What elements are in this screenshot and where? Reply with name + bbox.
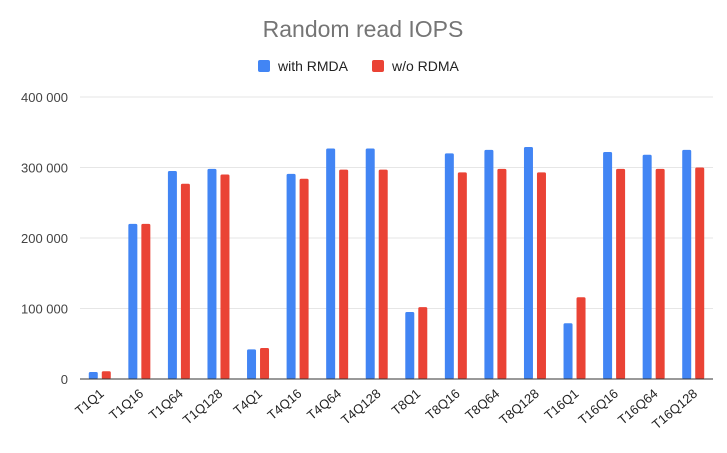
y-axis-ticks: 0 100 000 200 000 300 000 400 000 bbox=[21, 90, 68, 387]
bar-with-rmda-t1q128 bbox=[207, 168, 217, 379]
bars bbox=[80, 147, 713, 380]
legend: with RMDA w/o RDMA bbox=[258, 58, 460, 74]
bar-wo-rdma-t8q64 bbox=[497, 168, 507, 379]
bar-wo-rdma-t4q1 bbox=[260, 347, 270, 379]
y-tick-label: 100 000 bbox=[21, 302, 68, 317]
bar-with-rmda-t8q16 bbox=[444, 153, 454, 379]
legend-label-2: w/o RDMA bbox=[391, 58, 460, 74]
x-tick-label: T1Q16 bbox=[106, 386, 146, 423]
bar-wo-rdma-t16q64 bbox=[655, 168, 665, 379]
bar-with-rmda-t4q16 bbox=[286, 173, 296, 379]
bar-with-rmda-t8q128 bbox=[523, 147, 533, 379]
x-tick-label: T4Q128 bbox=[338, 386, 384, 428]
bar-wo-rdma-t16q16 bbox=[616, 168, 626, 379]
x-tick-label: T8Q128 bbox=[496, 386, 542, 428]
bar-wo-rdma-t1q128 bbox=[220, 174, 230, 379]
bar-with-rmda-t16q128 bbox=[682, 149, 692, 379]
bar-wo-rdma-t8q128 bbox=[536, 172, 546, 379]
x-tick-label: T4Q16 bbox=[264, 386, 304, 423]
x-tick-label: T1Q128 bbox=[180, 386, 226, 428]
y-tick-label: 300 000 bbox=[21, 161, 68, 176]
bar-wo-rdma-t4q16 bbox=[299, 178, 309, 379]
bar-wo-rdma-t4q128 bbox=[378, 169, 388, 379]
chart-title: Random read IOPS bbox=[263, 16, 464, 42]
x-tick-label: T8Q1 bbox=[389, 386, 424, 418]
bar-wo-rdma-t8q16 bbox=[457, 172, 467, 379]
bar-with-rmda-t1q16 bbox=[128, 223, 138, 379]
bar-with-rmda-t4q1 bbox=[247, 349, 257, 379]
bar-with-rmda-t1q64 bbox=[167, 171, 177, 379]
y-tick-label: 200 000 bbox=[21, 231, 68, 246]
bar-with-rmda-t16q16 bbox=[603, 151, 613, 379]
bar-with-rmda-t4q64 bbox=[326, 148, 336, 379]
legend-label-1: with RMDA bbox=[277, 58, 349, 74]
bar-with-rmda-t16q64 bbox=[642, 154, 652, 379]
x-tick-label: T16Q16 bbox=[575, 386, 621, 428]
bar-with-rmda-t4q128 bbox=[365, 148, 375, 379]
bar-wo-rdma-t1q64 bbox=[180, 183, 190, 379]
x-tick-label: T1Q1 bbox=[72, 386, 107, 418]
x-tick-label: T4Q1 bbox=[230, 386, 265, 418]
bar-wo-rdma-t4q64 bbox=[339, 169, 349, 379]
bar-with-rmda-t8q64 bbox=[484, 149, 494, 379]
bar-wo-rdma-t8q1 bbox=[418, 307, 428, 379]
bar-wo-rdma-t1q1 bbox=[101, 371, 111, 379]
bar-wo-rdma-t1q16 bbox=[141, 223, 151, 379]
bar-wo-rdma-t16q128 bbox=[695, 167, 705, 379]
x-tick-label: T8Q16 bbox=[423, 386, 463, 423]
bar-with-rmda-t8q1 bbox=[405, 312, 415, 379]
legend-swatch-2 bbox=[372, 60, 384, 72]
y-tick-label: 400 000 bbox=[21, 90, 68, 105]
bar-with-rmda-t16q1 bbox=[563, 323, 573, 379]
bar-wo-rdma-t16q1 bbox=[576, 297, 586, 379]
bar-with-rmda-t1q1 bbox=[88, 371, 98, 379]
legend-swatch-1 bbox=[258, 60, 270, 72]
y-tick-label: 0 bbox=[61, 372, 68, 387]
